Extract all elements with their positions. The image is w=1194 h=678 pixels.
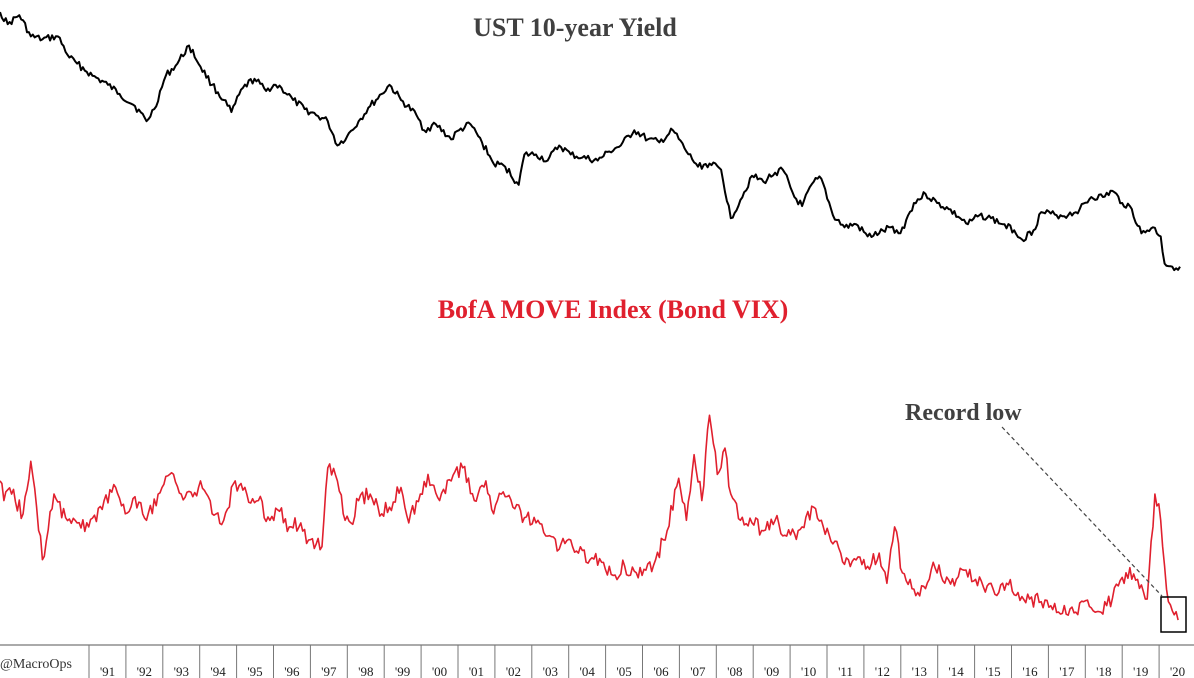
x-tick-label: '20 <box>1170 664 1185 678</box>
x-tick-label: '93 <box>174 664 189 678</box>
ust-yield-series-line <box>0 11 1181 272</box>
x-tick-label: '03 <box>543 664 558 678</box>
x-tick-label: '13 <box>912 664 927 678</box>
x-tick-label: '14 <box>948 664 964 678</box>
x-tick-label: '11 <box>838 664 853 678</box>
record-low-annotation: Record low <box>905 400 1022 426</box>
x-tick-label: '06 <box>653 664 669 678</box>
x-tick-label: '04 <box>580 664 596 678</box>
record-low-pointer <box>1001 426 1163 597</box>
x-tick-label: '00 <box>432 664 447 678</box>
credit-label: @MacroOps <box>0 657 72 672</box>
x-tick-label: '96 <box>284 664 300 678</box>
ust-chart-title: UST 10-year Yield <box>473 13 677 42</box>
ust-yield-plot <box>0 11 1181 272</box>
x-tick-label: '94 <box>210 664 226 678</box>
x-tick-label: '05 <box>616 664 631 678</box>
x-tick-label: '92 <box>137 664 152 678</box>
x-tick-label: '02 <box>506 664 521 678</box>
x-tick-label: '15 <box>985 664 1000 678</box>
x-tick-label: '07 <box>690 664 706 678</box>
record-low-box <box>1160 596 1187 633</box>
x-tick-label: '10 <box>801 664 816 678</box>
x-tick-label: '08 <box>727 664 742 678</box>
x-tick-label: '16 <box>1022 664 1038 678</box>
x-tick-label: '17 <box>1059 664 1075 678</box>
x-tick-label: '95 <box>247 664 262 678</box>
x-tick-label: '12 <box>875 664 890 678</box>
move-chart-title: BofA MOVE Index (Bond VIX) <box>438 295 789 324</box>
x-tick-label: '18 <box>1096 664 1111 678</box>
move-index-plot <box>0 414 1179 621</box>
x-tick-label: '19 <box>1133 664 1148 678</box>
x-axis-ticks: '91 '92 '93 '94 '95 '96 '97 '98 '99 '00 '01 '02 '03 '… <box>88 645 1185 678</box>
move-index-series-line <box>0 414 1179 621</box>
x-tick-label: '91 <box>100 664 115 678</box>
x-tick-label: '01 <box>469 664 484 678</box>
x-tick-label: '97 <box>321 664 337 678</box>
x-tick-label: '09 <box>764 664 779 678</box>
x-tick-label: '99 <box>395 664 410 678</box>
x-tick-label: '98 <box>358 664 373 678</box>
